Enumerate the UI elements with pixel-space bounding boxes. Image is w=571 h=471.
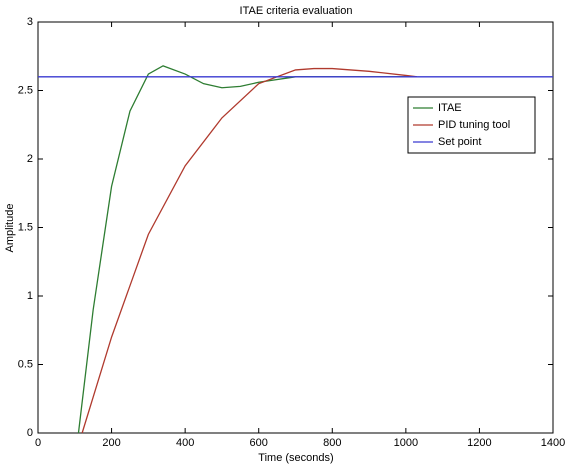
- y-tick-label: 1: [27, 290, 33, 302]
- legend-label: Set point: [438, 136, 481, 148]
- y-tick-label: 1.5: [18, 221, 33, 233]
- y-tick-label: 0.5: [18, 358, 33, 370]
- y-tick-label: 2.5: [18, 84, 33, 96]
- x-tick-label: 200: [102, 437, 120, 449]
- y-axis-label: Amplitude: [4, 204, 16, 253]
- x-tick-label: 600: [250, 437, 268, 449]
- x-tick-label: 0: [35, 437, 41, 449]
- x-tick-label: 1000: [394, 437, 418, 449]
- x-tick-label: 800: [323, 437, 341, 449]
- x-tick-label: 400: [176, 437, 194, 449]
- y-tick-label: 2: [27, 153, 33, 165]
- y-tick-label: 3: [27, 16, 33, 28]
- legend-label: ITAE: [438, 102, 462, 114]
- x-axis-label: Time (seconds): [258, 452, 333, 464]
- x-tick-label: 1200: [467, 437, 491, 449]
- y-tick-label: 0: [27, 427, 33, 439]
- x-tick-label: 1400: [541, 437, 565, 449]
- chart-title: ITAE criteria evaluation: [240, 5, 353, 17]
- legend-label: PID tuning tool: [438, 119, 510, 131]
